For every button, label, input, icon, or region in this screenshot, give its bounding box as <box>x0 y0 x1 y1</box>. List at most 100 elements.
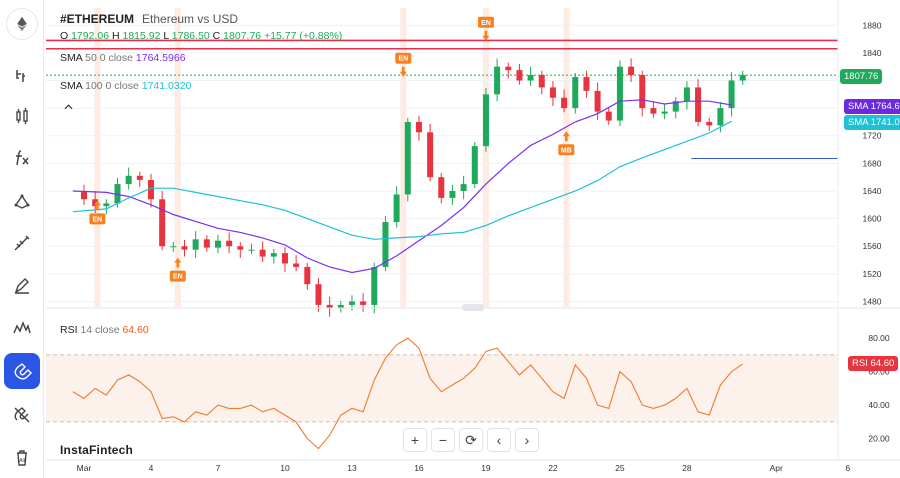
sma100-name: SMA <box>60 80 83 92</box>
trash-icon[interactable]: All <box>4 440 40 476</box>
candle-body <box>449 190 456 198</box>
candle-body <box>572 77 579 109</box>
chart-canvas[interactable]: 1880184018001760172016801640160015601520… <box>44 0 900 478</box>
y-tick-label: 1640 <box>863 186 882 196</box>
pattern-icon[interactable] <box>4 310 40 346</box>
candle-body <box>125 175 132 185</box>
candle-body <box>103 203 110 207</box>
reset-button[interactable]: ⟳ <box>459 428 483 452</box>
rsi-name: RSI <box>60 324 78 336</box>
candle-body <box>293 263 300 267</box>
rsi-value: 64.60 <box>122 324 149 336</box>
y-tick-label: 1480 <box>863 296 882 306</box>
logo-icon[interactable] <box>6 8 38 40</box>
annotation-label: EN <box>481 20 491 27</box>
cursor-icon[interactable] <box>4 58 40 94</box>
candle-body <box>482 94 489 147</box>
hide-icon[interactable] <box>4 397 40 433</box>
candle-body <box>594 90 601 112</box>
drawing-icon[interactable] <box>4 183 40 219</box>
candle-body <box>438 177 445 198</box>
sma100-value: 1741.0320 <box>141 80 192 92</box>
fx-icon[interactable] <box>4 140 40 176</box>
sma50-line <box>72 99 732 274</box>
rsi-legend[interactable]: RSI 14 close 64.60 <box>60 324 149 336</box>
candle-body <box>281 253 288 264</box>
rsi-price-tag: RSI 64.60 <box>848 356 899 371</box>
scroll-left-button[interactable]: ‹ <box>487 428 511 452</box>
candle-body <box>337 304 344 309</box>
tools-icon[interactable] <box>4 225 40 261</box>
candle-body <box>706 121 713 126</box>
candle-body <box>661 111 668 114</box>
scroll-right-button[interactable]: › <box>515 428 539 452</box>
x-tick-label: 6 <box>845 463 850 473</box>
high-label: H <box>111 30 120 42</box>
x-tick-label: Mar <box>77 463 92 473</box>
signal-highlight-2 <box>400 8 407 307</box>
zoom-out-button[interactable]: − <box>431 428 455 452</box>
rsi-y-tick-label: 60.00 <box>868 367 890 377</box>
candle-body <box>516 70 523 81</box>
y-tick-label: 1520 <box>863 269 882 279</box>
sma100-tag-name: SMA <box>848 117 869 128</box>
sma50-legend[interactable]: SMA 50 0 close 1764.5966 <box>60 52 186 64</box>
candle-body <box>415 121 422 133</box>
annotation-badge-0 <box>89 213 106 225</box>
candle-body <box>561 97 568 109</box>
sma100-line <box>72 120 732 240</box>
x-tick-label: 10 <box>280 463 290 473</box>
candle-body <box>728 80 735 109</box>
candle-body <box>92 199 99 207</box>
y-tick-label: 1680 <box>863 158 882 168</box>
candle-body <box>404 121 411 195</box>
pen-icon[interactable] <box>4 268 40 304</box>
high-value: 1815.92 <box>122 30 161 42</box>
pane-resize-handle <box>462 304 484 311</box>
sma50-value: 1764.5966 <box>135 52 186 64</box>
candle-body <box>494 66 501 95</box>
candle-body <box>348 301 355 305</box>
y-tick-label: 1560 <box>863 241 882 251</box>
rsi-band-fill <box>46 354 838 422</box>
y-tick-label: 1720 <box>863 131 882 141</box>
last-price-tag: 1807.76 <box>840 69 883 84</box>
candle-body <box>136 175 143 180</box>
sma50-tag-name: SMA <box>848 101 869 112</box>
rsi-tag-name: RSI <box>852 358 868 369</box>
close-value: 1807.76 <box>223 30 262 42</box>
candle-body <box>81 190 87 200</box>
rsi-y-tick-label: 40.00 <box>868 400 890 410</box>
arrow-up-icon <box>93 200 101 211</box>
candle-body <box>639 74 646 109</box>
change-value: +15.77 (+0.88%) <box>264 30 343 42</box>
candle-body <box>739 74 746 81</box>
candle-body <box>259 249 266 257</box>
sma100-legend[interactable]: SMA 100 0 close 1741.0320 <box>60 80 191 92</box>
candle-body <box>114 184 121 204</box>
annotation-badge-4 <box>558 144 575 156</box>
candles-icon[interactable] <box>4 98 40 134</box>
candle-body <box>159 199 166 247</box>
rsi-y-tick-label: 80.00 <box>868 333 890 343</box>
sma100-price-tag: SMA 1741.03 <box>844 115 900 130</box>
trash-label: All <box>19 458 25 464</box>
candle-body <box>315 284 322 305</box>
candle-body <box>505 66 512 71</box>
candle-body <box>672 101 679 112</box>
candle-body <box>326 304 333 309</box>
annotation-badge-1 <box>169 270 186 282</box>
symbol-description: Ethereum vs USD <box>142 12 239 26</box>
candle-body <box>226 240 233 247</box>
collapse-legend-button[interactable] <box>60 100 76 114</box>
annotation-label: MB <box>561 147 572 154</box>
sma50-name: SMA <box>60 52 83 64</box>
arrow-down-icon <box>399 66 407 77</box>
candle-body <box>527 74 534 81</box>
zoom-in-button[interactable]: + <box>403 428 427 452</box>
x-tick-label: 19 <box>481 463 491 473</box>
candle-body <box>549 87 556 98</box>
chevron-up-icon <box>63 104 73 110</box>
magnet-icon[interactable] <box>4 353 40 389</box>
candle-body <box>583 77 590 91</box>
